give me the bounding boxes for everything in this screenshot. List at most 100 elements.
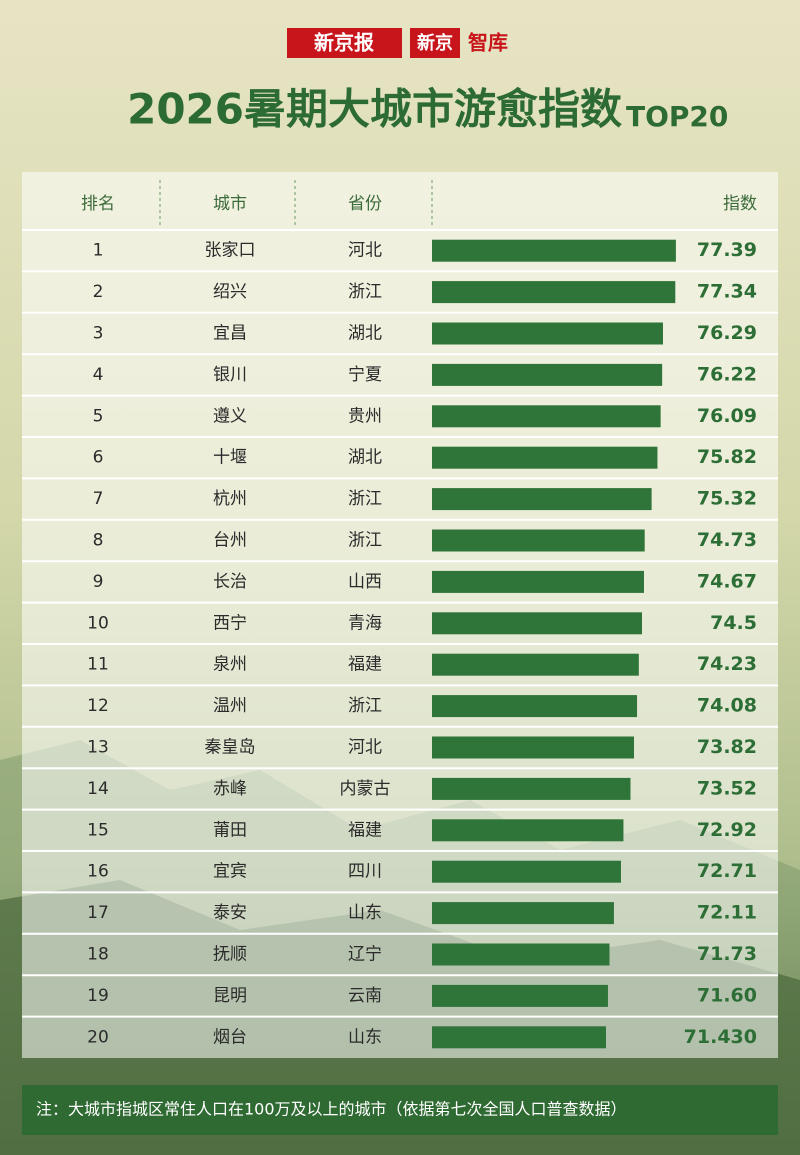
- province: 浙江: [348, 696, 382, 716]
- city: 抚顺: [213, 945, 247, 965]
- column-header: 省份: [348, 194, 382, 214]
- value-label: 73.52: [697, 777, 757, 799]
- city: 杭州: [213, 489, 247, 509]
- city: 十堰: [213, 448, 247, 468]
- rank: 20: [87, 1027, 109, 1047]
- rank: 17: [87, 903, 109, 923]
- value-label: 72.92: [697, 819, 757, 841]
- city: 长治: [213, 572, 247, 592]
- value-label: 77.34: [697, 281, 757, 303]
- province: 云南: [348, 986, 382, 1006]
- city: 赤峰: [213, 779, 247, 799]
- province: 山东: [348, 1027, 382, 1047]
- rank: 8: [93, 531, 104, 551]
- rank: 15: [87, 820, 109, 840]
- bar: [432, 984, 608, 1007]
- province: 山东: [348, 903, 382, 923]
- rank: 13: [87, 738, 109, 758]
- city: 宜宾: [213, 862, 247, 882]
- city: 秦皇岛: [205, 738, 256, 758]
- value-label: 73.82: [697, 736, 757, 758]
- value-label: 76.09: [697, 405, 757, 427]
- city: 银川: [213, 365, 247, 385]
- city: 遵义: [213, 406, 247, 426]
- province: 浙江: [348, 531, 382, 551]
- bar: [432, 322, 663, 345]
- value-label: 76.29: [697, 322, 757, 344]
- bar: [432, 446, 658, 469]
- bar: [432, 529, 645, 552]
- bar: [432, 612, 642, 635]
- rank: 18: [87, 945, 109, 965]
- bar: [432, 239, 676, 262]
- city: 莆田: [213, 820, 247, 840]
- province: 湖北: [348, 324, 382, 344]
- value-label: 74.73: [697, 529, 757, 551]
- value-label: 72.71: [697, 860, 757, 882]
- brand-text: 新京报: [314, 31, 374, 55]
- value-label: 72.11: [697, 902, 757, 924]
- bar: [432, 405, 661, 428]
- province: 四川: [348, 862, 382, 882]
- value-label: 76.22: [697, 363, 757, 385]
- city: 烟台: [213, 1027, 247, 1047]
- value-label: 74.08: [697, 695, 757, 717]
- rank: 3: [93, 324, 104, 344]
- value-label: 75.32: [697, 488, 757, 510]
- rank: 7: [93, 489, 104, 509]
- rank: 6: [93, 448, 104, 468]
- rank: 1: [93, 241, 104, 261]
- rank: 19: [87, 986, 109, 1006]
- province: 湖北: [348, 448, 382, 468]
- province: 青海: [348, 613, 382, 633]
- value-label: 71.430: [684, 1026, 757, 1048]
- city: 昆明: [213, 986, 247, 1006]
- bar: [432, 488, 652, 511]
- bar: [432, 653, 639, 676]
- column-header: 指数: [723, 194, 757, 214]
- rank: 4: [93, 365, 104, 385]
- city: 泉州: [213, 655, 247, 675]
- rank: 11: [87, 655, 109, 675]
- value-label: 71.73: [697, 943, 757, 965]
- brand-logo: [410, 28, 460, 58]
- province: 辽宁: [348, 945, 382, 965]
- rank: 16: [87, 862, 109, 882]
- province: 河北: [348, 738, 382, 758]
- bar: [432, 363, 663, 386]
- rank: 9: [93, 572, 104, 592]
- value-label: 74.5: [710, 612, 757, 634]
- city: 泰安: [213, 903, 247, 923]
- value-label: 71.60: [697, 984, 757, 1006]
- city: 西宁: [213, 613, 247, 633]
- brand-text: 新京: [417, 32, 453, 54]
- city: 台州: [213, 531, 247, 551]
- bar: [432, 1026, 606, 1049]
- city: 张家口: [205, 241, 256, 261]
- province: 山西: [348, 572, 382, 592]
- province: 福建: [348, 820, 382, 840]
- value-label: 77.39: [697, 239, 757, 261]
- rank: 10: [87, 613, 109, 633]
- bar: [432, 281, 676, 304]
- brand-logo: [287, 28, 402, 58]
- province: 宁夏: [348, 365, 382, 385]
- bar: [432, 736, 635, 759]
- rank: 5: [93, 406, 104, 426]
- table-panel: [22, 172, 778, 1058]
- value-label: 75.82: [697, 446, 757, 468]
- province: 贵州: [348, 406, 382, 426]
- column-header: 排名: [81, 194, 115, 214]
- province: 福建: [348, 655, 382, 675]
- rank: 14: [87, 779, 109, 799]
- brand-text: 智库: [468, 31, 508, 55]
- rows: 1 张家口 河北 77.392 绍兴 浙江 77.343 宜昌 湖北 76.294 银川 宁夏 76.2…: [22, 229, 778, 1049]
- chart-title: 2026暑期大城市游愈指数: [127, 85, 622, 134]
- bar: [432, 777, 631, 800]
- note: 注：大城市指城区常住人口在100万及以上的城市（依据第七次全国人口普查数据）: [36, 1100, 627, 1119]
- province: 浙江: [348, 489, 382, 509]
- note-box: [22, 1085, 778, 1135]
- value-label: 74.67: [697, 570, 757, 592]
